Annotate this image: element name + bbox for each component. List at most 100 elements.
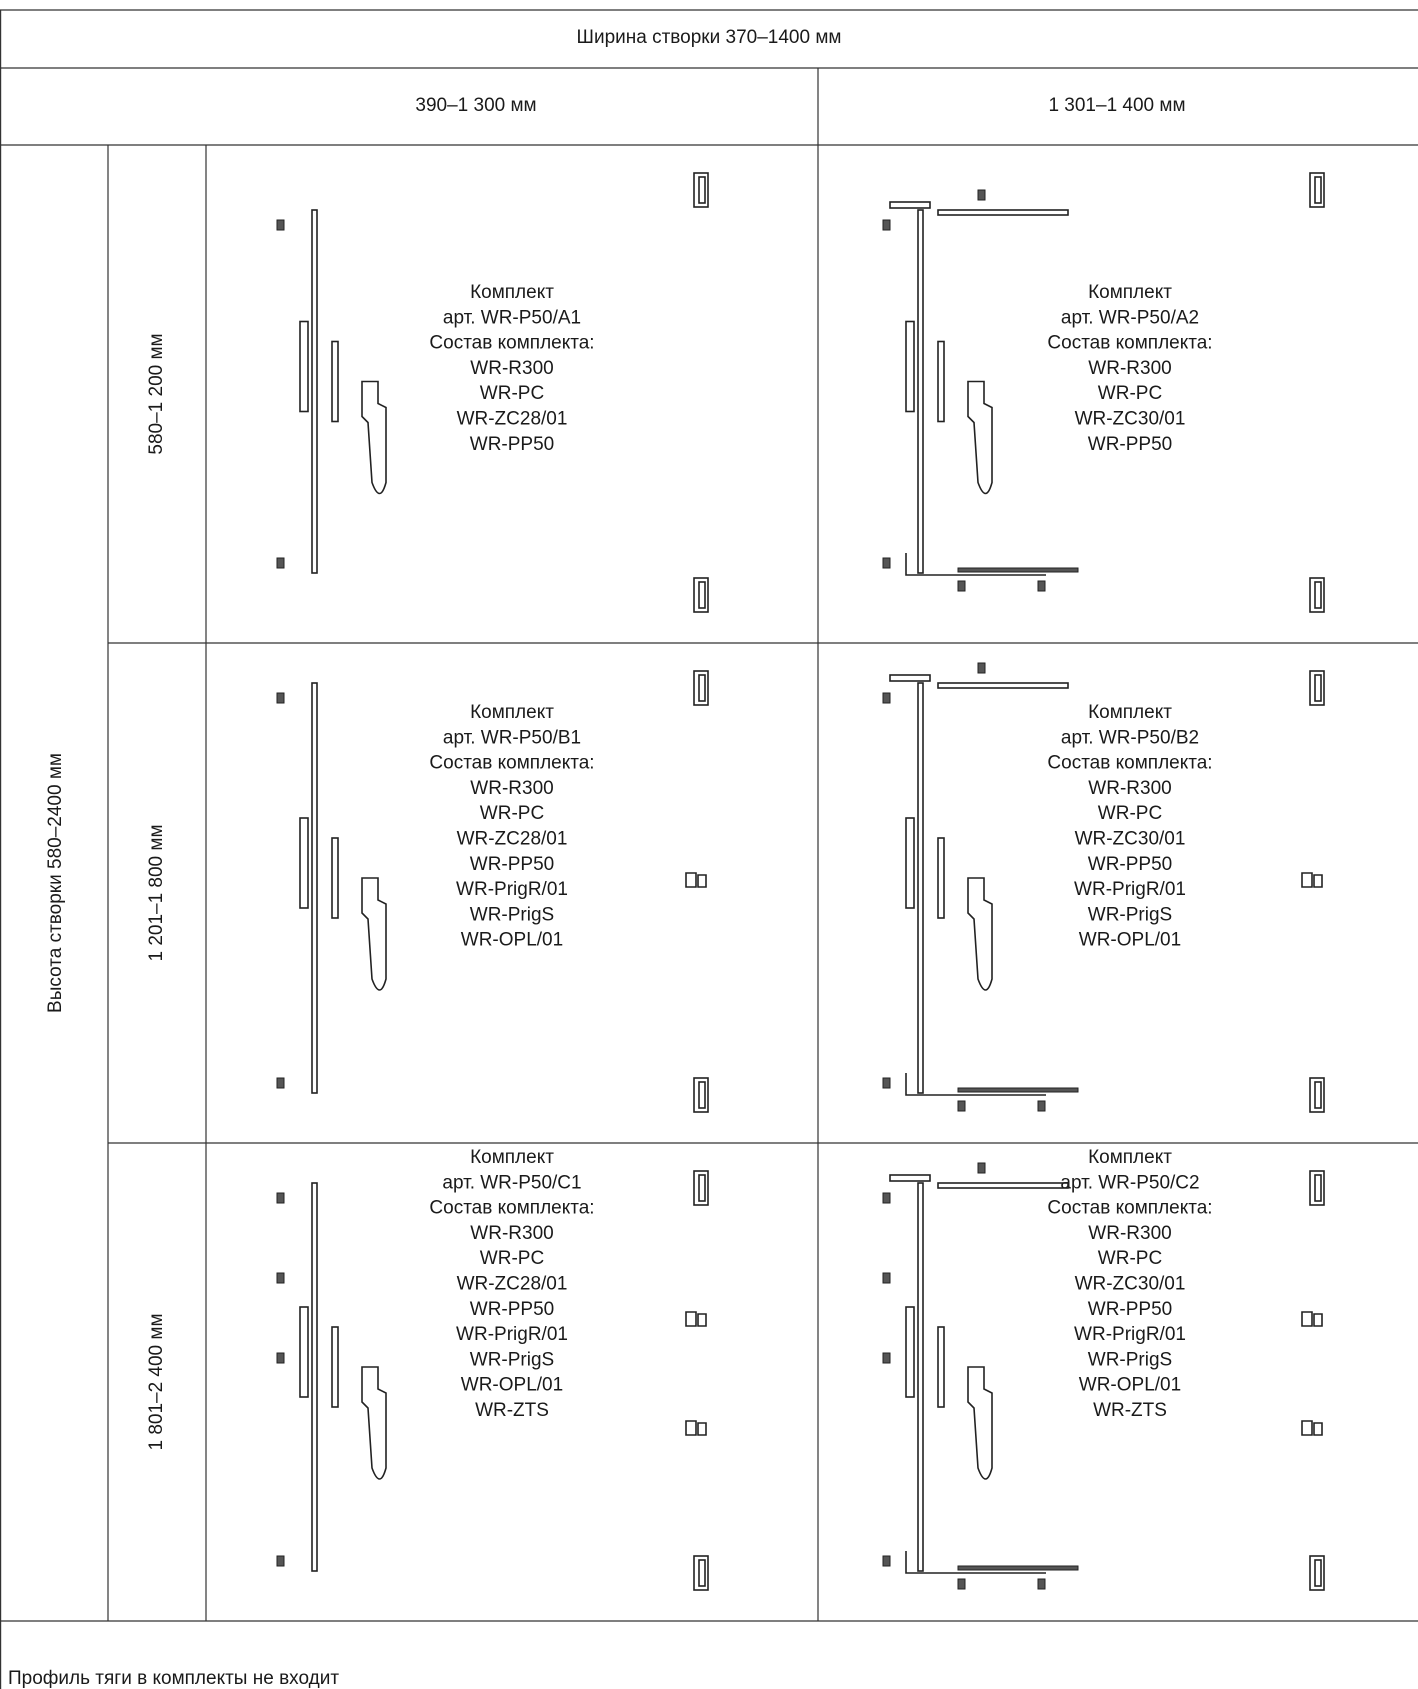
width-range: 390–1 300 мм [415,95,536,116]
hinge [1314,674,1322,702]
keeper [957,580,966,592]
kit-line: WR-PrigR/01 [456,1324,568,1345]
kit-line: WR-PrigR/01 [1074,879,1186,900]
hinge [693,172,709,208]
hardware-drawing [882,172,1325,613]
rod [917,682,924,1094]
keeper [957,1100,966,1112]
rod [331,837,339,919]
rod [937,1326,945,1408]
kit-line: WR-OPL/01 [1079,1375,1181,1396]
stripper [685,872,707,888]
kit-line: WR-ZC30/01 [1075,829,1186,850]
corner [905,1073,1046,1096]
kit-line: WR-ZC30/01 [1075,1274,1186,1295]
keeper [957,1578,966,1590]
kit-line: WR-R300 [1088,778,1171,799]
hardware-drawing [276,670,709,1113]
kit-line: Состав комплекта: [429,1198,594,1219]
kit-line: WR-PC [1098,383,1162,404]
hinge [698,1081,706,1109]
kit-line: WR-ZTS [1093,1400,1167,1421]
rod [299,1306,309,1398]
rod [331,1326,339,1408]
top-rod [937,209,1069,216]
height-title: Высота створки 580–2400 мм [45,753,66,1013]
kit-line: WR-PrigS [1088,904,1172,925]
keeper [977,662,986,674]
bottom-rod [957,1087,1079,1093]
kit-line: Комплект [1088,702,1172,723]
top-rod [889,1174,931,1182]
kit-line: WR-ZC28/01 [457,829,568,850]
kit-line: WR-PC [1098,1248,1162,1269]
keeper [276,692,285,704]
kit-line: WR-OPL/01 [461,930,563,951]
keeper [882,1352,891,1364]
keeper [276,1272,285,1284]
bottom-rod [957,1565,1079,1571]
rod [311,209,318,574]
keeper [276,1192,285,1204]
kit-line: WR-PP50 [1088,854,1172,875]
kit-line: WR-PrigR/01 [1074,1324,1186,1345]
kit-line: арт. WR-P50/A2 [1061,307,1199,328]
hinge [1314,1559,1322,1587]
kit-line: WR-PrigR/01 [456,879,568,900]
rod [937,340,945,423]
kit-line: WR-ZC28/01 [457,1274,568,1295]
top-rod [937,682,1069,689]
hinge [1309,577,1325,613]
kit-line: Комплект [470,1147,554,1168]
stripper [1301,1311,1323,1327]
row-height: 1 801–2 400 мм [146,1313,167,1450]
kit-line: арт. WR-P50/C1 [442,1172,581,1193]
keeper [977,189,986,201]
kit-line: WR-ZC28/01 [457,409,568,430]
kit-line: Комплект [470,282,554,303]
rod [299,320,309,413]
footnote: Профиль тяги в комплекты не входит [8,1668,339,1689]
keeper [276,219,285,231]
hinge [693,577,709,613]
keeper [882,1192,891,1204]
kit-line: Состав комплекта: [1047,333,1212,354]
kit-line: Состав комплекта: [1047,753,1212,774]
keeper [276,1352,285,1364]
hinge [1314,1081,1322,1109]
kit-line: WR-PP50 [1088,1299,1172,1320]
keeper [1037,1100,1046,1112]
keeper [882,1272,891,1284]
rod [917,209,924,574]
kit-line: WR-PC [480,383,544,404]
hinge [698,1174,706,1202]
hinge [1309,670,1325,706]
hinge [1314,176,1322,204]
hinge [1309,1077,1325,1113]
rod [331,340,339,423]
hinge [1314,581,1322,609]
kit-line: WR-PrigS [470,904,554,925]
top-rod [889,674,931,682]
rod [917,1182,924,1572]
hardware-drawing [276,1170,709,1591]
kit-line: WR-ZC30/01 [1075,409,1186,430]
hinge [693,670,709,706]
kit-line: арт. WR-P50/C2 [1060,1172,1199,1193]
handle [967,380,993,495]
keeper [1037,580,1046,592]
kit-line: WR-PP50 [1088,434,1172,455]
keeper [882,1077,891,1089]
kit-line: WR-R300 [1088,1223,1171,1244]
table-grid [0,9,1418,1689]
hardware-drawing [276,172,709,613]
rod [905,817,915,909]
keeper [882,557,891,569]
keeper [276,1077,285,1089]
hinge [1309,172,1325,208]
kit-line: WR-PC [1098,803,1162,824]
top-rod [889,201,931,209]
hardware-drawing [882,1162,1325,1591]
